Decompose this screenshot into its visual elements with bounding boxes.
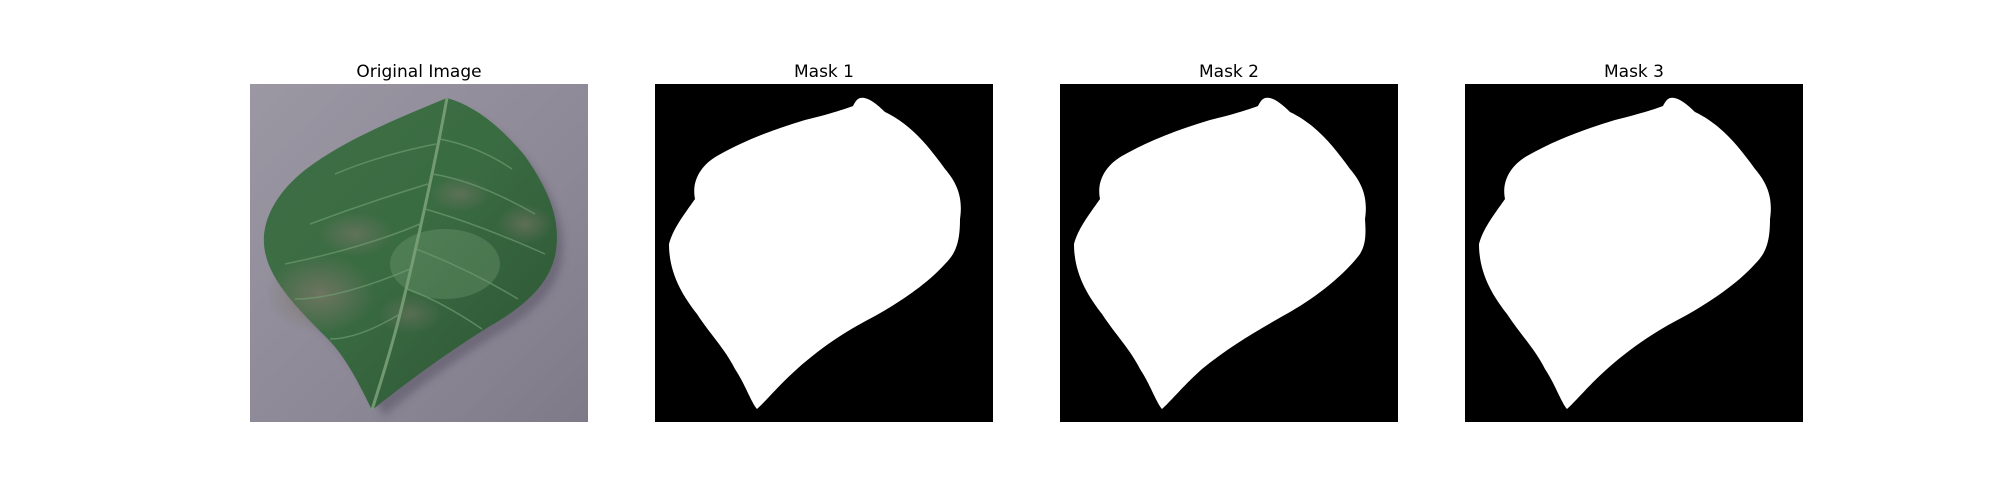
leaf-midrib [370, 97, 449, 411]
mask-leaf-region [1479, 97, 1771, 410]
mask-2-panel: Mask 2 [1060, 60, 1398, 422]
mask-3-image [1465, 84, 1803, 422]
mask-leaf-region [1074, 97, 1366, 410]
panel-title: Mask 3 [1603, 62, 1664, 82]
mask-1-image [655, 84, 993, 422]
mask-1-panel: Mask 1 [655, 60, 993, 422]
original-image-panel: Original Image [250, 60, 588, 422]
mask-3-panel: Mask 3 [1465, 60, 1803, 422]
blight-patch [265, 254, 375, 334]
blight-patch [378, 294, 442, 334]
mask-2-image [1060, 84, 1398, 422]
original-leaf-image [250, 84, 588, 422]
blight-patch [430, 176, 490, 212]
leaf-veins [284, 138, 546, 340]
panel-title: Mask 1 [793, 62, 854, 82]
panel-title: Original Image [356, 62, 482, 82]
blight-patch [497, 204, 553, 244]
mask-leaf-region [669, 97, 961, 410]
blight-patch [317, 212, 393, 256]
panel-title: Mask 2 [1198, 62, 1259, 82]
